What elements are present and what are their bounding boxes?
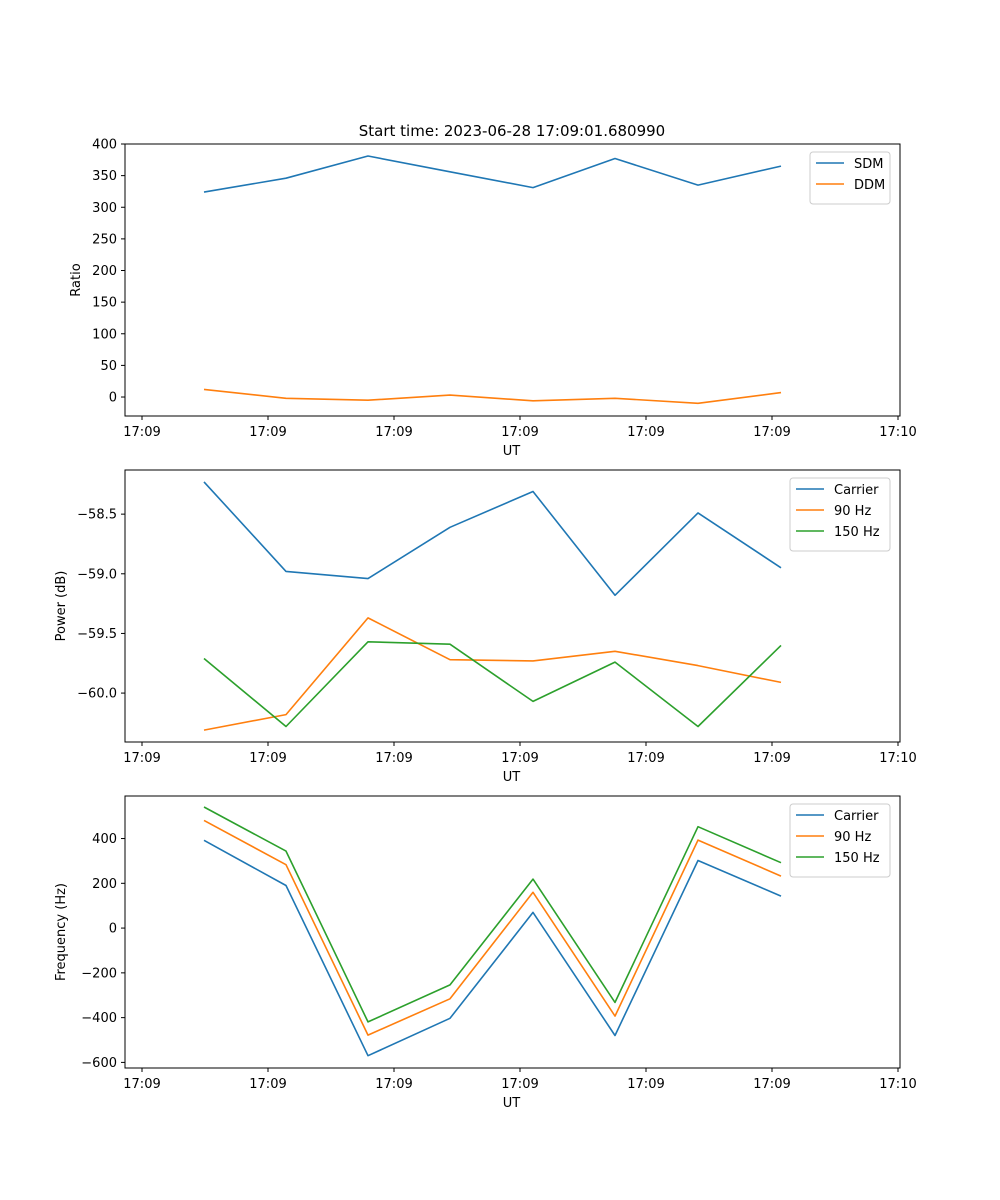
legend-label: Carrier	[834, 483, 879, 498]
y-tick-label: 250	[92, 232, 117, 247]
legend-label: 150 Hz	[834, 851, 880, 866]
legend: Carrier 90 Hz 150 Hz	[789, 477, 891, 552]
series-line-ddm	[203, 388, 782, 405]
legend-label: Carrier	[834, 809, 879, 824]
x-tick-label: 17:09	[753, 425, 790, 440]
chart-panel-1: 17:09 17:09 17:09 17:09 17:09 17:09 17:10 UT 0 50…	[69, 138, 917, 460]
y-tick-label: 400	[92, 832, 117, 847]
x-tick-label: 17:09	[627, 425, 664, 440]
x-tick-label: 17:09	[501, 751, 538, 766]
y-tick-label: 100	[92, 327, 117, 342]
y-tick-label: 200	[92, 264, 117, 279]
x-tick-label: 17:09	[501, 1077, 538, 1092]
legend: Carrier 90 Hz 150 Hz	[789, 803, 891, 878]
y-tick-label: −60.0	[77, 687, 117, 702]
x-axis-label: UT	[503, 770, 521, 785]
figure-title: Start time: 2023-06-28 17:09:01.680990	[359, 122, 665, 140]
x-tick-label: 17:09	[627, 751, 664, 766]
y-tick-label: 350	[92, 169, 117, 184]
y-tick-label: −59.5	[77, 627, 117, 642]
legend-label: 90 Hz	[834, 504, 871, 519]
x-tick-label: 17:09	[753, 1077, 790, 1092]
series-line-carrier	[203, 839, 782, 1057]
legend-box	[809, 151, 891, 205]
x-tick-label: 17:09	[627, 1077, 664, 1092]
y-tick-label: −200	[81, 966, 117, 981]
y-tick-label: 150	[92, 296, 117, 311]
x-tick-label: 17:10	[879, 425, 916, 440]
y-tick-label: −59.0	[77, 567, 117, 582]
y-tick-label: 50	[100, 359, 117, 374]
plot-frame	[124, 143, 901, 417]
y-tick-label: 400	[92, 138, 117, 153]
x-tick-label: 17:10	[879, 1077, 916, 1092]
series-line-carrier	[203, 481, 782, 597]
x-tick-label: 17:09	[375, 425, 412, 440]
y-tick-label: −600	[81, 1056, 117, 1071]
legend-box	[789, 477, 891, 552]
legend-label: DDM	[854, 178, 885, 193]
x-tick-label: 17:10	[879, 751, 916, 766]
x-tick-label: 17:09	[249, 425, 286, 440]
x-tick-label: 17:09	[123, 1077, 160, 1092]
x-tick-label: 17:09	[249, 1077, 286, 1092]
x-tick-label: 17:09	[123, 425, 160, 440]
y-tick-label: −400	[81, 1011, 117, 1026]
chart-panel-3: 17:09 17:09 17:09 17:09 17:09 17:09 17:10 UT −60…	[54, 795, 917, 1111]
x-axis-label: UT	[503, 1096, 521, 1111]
x-tick-label: 17:09	[249, 751, 286, 766]
legend: SDM DDM	[809, 151, 891, 205]
x-tick-label: 17:09	[753, 751, 790, 766]
plot-frame	[124, 795, 901, 1069]
x-tick-label: 17:09	[501, 425, 538, 440]
x-tick-label: 17:09	[123, 751, 160, 766]
y-tick-label: −58.5	[77, 508, 117, 523]
legend-label: SDM	[854, 157, 883, 172]
chart-panel-2: 17:09 17:09 17:09 17:09 17:09 17:09 17:10 UT −60…	[54, 469, 917, 785]
x-axis-label: UT	[503, 444, 521, 459]
series-line-sdm	[203, 155, 782, 193]
y-axis-label: Ratio	[69, 263, 84, 296]
y-tick-label: 0	[109, 391, 117, 406]
y-tick-label: 200	[92, 877, 117, 892]
y-tick-label: 0	[109, 922, 117, 937]
legend-label: 150 Hz	[834, 525, 880, 540]
legend-box	[789, 803, 891, 878]
series-line-150-hz	[203, 806, 782, 1023]
y-axis-label: Frequency (Hz)	[54, 883, 69, 981]
legend-label: 90 Hz	[834, 830, 871, 845]
x-tick-label: 17:09	[375, 751, 412, 766]
x-tick-label: 17:09	[375, 1077, 412, 1092]
series-line-90-hz	[203, 617, 782, 731]
y-axis-label: Power (dB)	[54, 571, 69, 642]
series-line-150-hz	[203, 640, 782, 728]
series-line-90-hz	[203, 819, 782, 1036]
y-tick-label: 300	[92, 201, 117, 216]
plot-frame	[124, 469, 901, 743]
